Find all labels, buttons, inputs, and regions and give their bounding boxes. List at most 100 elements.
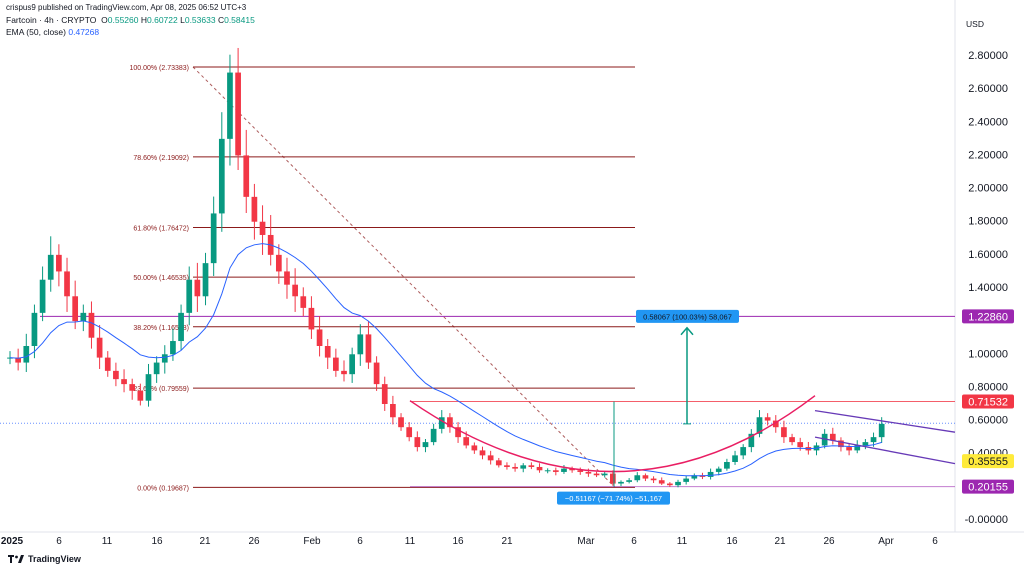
candle-body: [31, 312, 38, 346]
x-tick-label: 16: [151, 536, 163, 547]
candle-body: [145, 374, 152, 401]
candle-body: [170, 341, 176, 355]
candle-body: [829, 433, 836, 441]
candle-body: [422, 442, 429, 448]
x-tick-label: Feb: [303, 536, 321, 547]
candle-body: [552, 470, 559, 472]
candle-body: [878, 423, 885, 438]
candle: [455, 422, 461, 443]
candle-body: [569, 468, 575, 471]
candle: [365, 321, 372, 369]
candle-body: [479, 450, 486, 456]
candle-body: [528, 465, 535, 467]
ema-legend[interactable]: EMA (50, close) 0.47268: [6, 27, 99, 37]
candle-body: [178, 312, 184, 342]
fib-level-label: 78.60% (2.19092): [133, 155, 189, 162]
candle-body: [365, 334, 372, 363]
candle: [789, 433, 795, 446]
symbol-label[interactable]: Fartcoin · 4h · CRYPTO: [6, 15, 97, 25]
open-value: 0.55260: [107, 15, 139, 25]
candle-body: [104, 357, 111, 371]
candle-body: [251, 196, 258, 222]
candle: [504, 462, 510, 470]
candle: [104, 351, 111, 377]
candle: [275, 244, 282, 284]
price-axis-label-box: [962, 479, 1014, 494]
candle-body: [341, 370, 347, 375]
candle: [552, 467, 559, 476]
candle-body: [585, 471, 592, 474]
y-tick-label: 0.80000: [968, 381, 1008, 393]
candle: [577, 467, 584, 475]
candle: [707, 468, 714, 480]
candle: [406, 422, 413, 442]
candle-body: [56, 254, 62, 272]
candle-body: [495, 460, 502, 466]
channel-lower-line: [814, 436, 956, 465]
candle-body: [186, 279, 193, 313]
candle: [373, 356, 380, 391]
candle: [740, 444, 747, 460]
candle: [528, 462, 535, 470]
candle-body: [227, 72, 233, 139]
candle-body: [544, 470, 551, 472]
brand-name: TradingView: [28, 554, 81, 564]
candle-body: [218, 138, 225, 214]
candle-body: [438, 417, 445, 429]
candle: [153, 356, 160, 383]
x-tick-label: 11: [405, 536, 416, 547]
tradingview-brand[interactable]: TradingView: [8, 554, 81, 564]
candle-body: [447, 417, 453, 428]
x-tick-label: 16: [726, 536, 738, 547]
candle-body: [740, 447, 747, 456]
candle-body: [512, 466, 518, 469]
candle: [658, 477, 665, 486]
candle-body: [64, 271, 70, 297]
candle: [129, 378, 136, 400]
candle: [64, 257, 70, 312]
x-tick-label: 11: [677, 536, 688, 547]
x-tick-label: 16: [452, 536, 464, 547]
candle: [569, 466, 575, 473]
candle: [536, 463, 543, 473]
candle: [390, 395, 396, 425]
candle: [349, 347, 356, 383]
arrow-up-icon: [680, 326, 694, 336]
measure-up-box: [636, 309, 739, 323]
candle: [618, 480, 624, 487]
candle-body: [609, 473, 616, 484]
candle: [88, 301, 95, 349]
candle: [202, 252, 209, 306]
ema-label: EMA (50, close): [6, 27, 66, 37]
candle-body: [80, 312, 87, 322]
low-value: 0.53633: [184, 15, 216, 25]
candle-body: [414, 437, 421, 448]
candle: [161, 345, 168, 374]
candle: [210, 196, 217, 276]
candle-body: [72, 296, 79, 322]
y-tick-label: 1.00000: [968, 348, 1008, 360]
candle-body: [96, 337, 103, 358]
y-tick-label: 2.80000: [968, 50, 1008, 62]
price-axis-label-box: [962, 394, 1014, 409]
candle: [113, 362, 119, 387]
x-tick-label: 6: [357, 536, 363, 547]
candle: [422, 438, 429, 453]
candle: [561, 465, 567, 474]
candle-body: [15, 357, 21, 363]
candle: [243, 129, 250, 214]
candle-body: [675, 481, 681, 486]
candle: [829, 427, 836, 445]
x-tick-label: 2025: [1, 536, 24, 547]
x-tick-label: Mar: [577, 536, 595, 547]
candle-body: [764, 417, 771, 421]
x-tick-label: 26: [248, 536, 260, 547]
ema-value: 0.47268: [68, 27, 100, 37]
candle-body: [870, 437, 877, 443]
candle: [80, 304, 87, 332]
candle-body: [357, 334, 364, 355]
candle: [772, 415, 779, 433]
ema-line: [9, 243, 882, 477]
price-axis-label-box: [962, 454, 1014, 469]
